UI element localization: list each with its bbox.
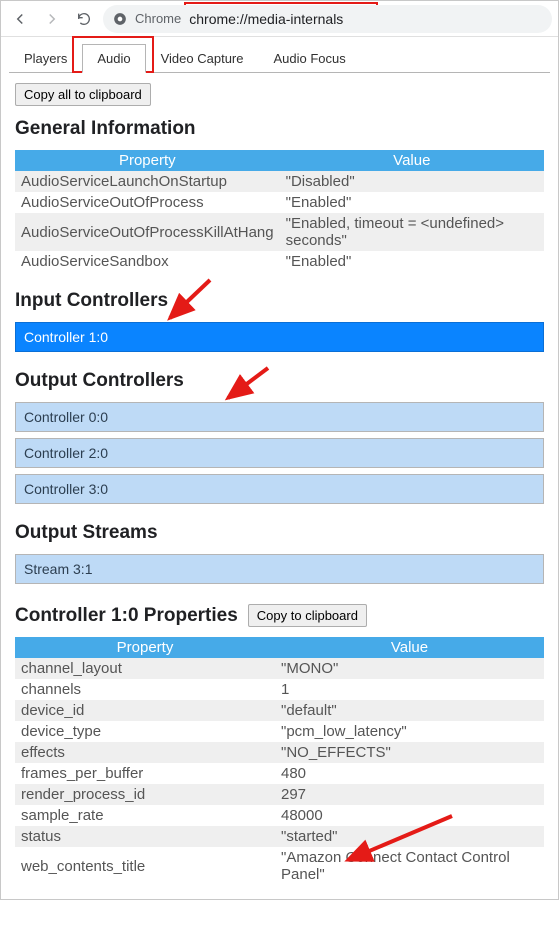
property-cell: frames_per_buffer bbox=[15, 763, 275, 784]
table-header-property: Property bbox=[15, 150, 280, 171]
property-cell: web_contents_title bbox=[15, 847, 275, 885]
table-row: channels1 bbox=[15, 679, 544, 700]
value-cell: 480 bbox=[275, 763, 544, 784]
value-cell: "default" bbox=[275, 700, 544, 721]
table-header-property: Property bbox=[15, 637, 275, 658]
output-controller-item[interactable]: Controller 0:0 bbox=[15, 402, 544, 432]
property-cell: AudioServiceOutOfProcess bbox=[15, 192, 280, 213]
table-row: sample_rate48000 bbox=[15, 805, 544, 826]
table-row: AudioServiceOutOfProcess"Enabled" bbox=[15, 192, 544, 213]
value-cell: 297 bbox=[275, 784, 544, 805]
property-cell: effects bbox=[15, 742, 275, 763]
property-cell: device_id bbox=[15, 700, 275, 721]
table-row: effects"NO_EFFECTS" bbox=[15, 742, 544, 763]
property-cell: channel_layout bbox=[15, 658, 275, 679]
property-cell: AudioServiceSandbox bbox=[15, 251, 280, 272]
table-row: AudioServiceSandbox"Enabled" bbox=[15, 251, 544, 272]
browser-chrome-bar: Chrome chrome://media-internals bbox=[1, 1, 558, 37]
forward-button[interactable] bbox=[39, 6, 65, 32]
value-cell: "Enabled" bbox=[280, 192, 544, 213]
chrome-icon bbox=[113, 12, 127, 26]
value-cell: 48000 bbox=[275, 805, 544, 826]
section-heading-general: General Information bbox=[15, 118, 544, 140]
property-cell: AudioServiceOutOfProcessKillAtHang bbox=[15, 213, 280, 251]
omnibox-origin-label: Chrome bbox=[135, 11, 181, 26]
table-row: channel_layout"MONO" bbox=[15, 658, 544, 679]
omnibox-url: chrome://media-internals bbox=[189, 11, 343, 27]
value-cell: "Enabled, timeout = <undefined> seconds" bbox=[280, 213, 544, 251]
input-controllers-list: Controller 1:0 bbox=[15, 322, 544, 352]
tabs-bar: PlayersAudioVideo CaptureAudio Focus bbox=[1, 37, 558, 72]
table-row: web_contents_title"Amazon Connect Contac… bbox=[15, 847, 544, 885]
tab-audio[interactable]: Audio bbox=[82, 44, 145, 73]
table-row: AudioServiceLaunchOnStartup"Disabled" bbox=[15, 171, 544, 192]
output-controller-item[interactable]: Controller 2:0 bbox=[15, 438, 544, 468]
section-heading-output-streams: Output Streams bbox=[15, 522, 544, 544]
content-area: Copy all to clipboard General Informatio… bbox=[1, 73, 558, 899]
property-cell: device_type bbox=[15, 721, 275, 742]
omnibox[interactable]: Chrome chrome://media-internals bbox=[103, 5, 552, 33]
general-info-table: Property Value AudioServiceLaunchOnStart… bbox=[15, 150, 544, 272]
details-heading-row: Controller 1:0 Properties Copy to clipbo… bbox=[15, 604, 544, 627]
table-row: device_type"pcm_low_latency" bbox=[15, 721, 544, 742]
property-cell: sample_rate bbox=[15, 805, 275, 826]
copy-all-button[interactable]: Copy all to clipboard bbox=[15, 83, 151, 106]
section-heading-output-controllers: Output Controllers bbox=[15, 370, 544, 392]
property-cell: AudioServiceLaunchOnStartup bbox=[15, 171, 280, 192]
value-cell: "Disabled" bbox=[280, 171, 544, 192]
value-cell: "MONO" bbox=[275, 658, 544, 679]
reload-button[interactable] bbox=[71, 6, 97, 32]
property-cell: status bbox=[15, 826, 275, 847]
property-cell: channels bbox=[15, 679, 275, 700]
input-controller-item[interactable]: Controller 1:0 bbox=[15, 322, 544, 352]
property-cell: render_process_id bbox=[15, 784, 275, 805]
value-cell: "Amazon Connect Contact Control Panel" bbox=[275, 847, 544, 885]
tab-players[interactable]: Players bbox=[9, 44, 82, 73]
section-heading-input-controllers: Input Controllers bbox=[15, 290, 544, 312]
value-cell: "NO_EFFECTS" bbox=[275, 742, 544, 763]
back-button[interactable] bbox=[7, 6, 33, 32]
table-header-value: Value bbox=[280, 150, 544, 171]
output-stream-item[interactable]: Stream 3:1 bbox=[15, 554, 544, 584]
output-controllers-list: Controller 0:0 Controller 2:0 Controller 3… bbox=[15, 402, 544, 504]
table-row: status"started" bbox=[15, 826, 544, 847]
output-streams-list: Stream 3:1 bbox=[15, 554, 544, 584]
table-row: device_id"default" bbox=[15, 700, 544, 721]
table-row: frames_per_buffer480 bbox=[15, 763, 544, 784]
copy-button[interactable]: Copy to clipboard bbox=[248, 604, 367, 627]
details-heading: Controller 1:0 Properties bbox=[15, 605, 238, 627]
value-cell: "started" bbox=[275, 826, 544, 847]
output-controller-item[interactable]: Controller 3:0 bbox=[15, 474, 544, 504]
table-row: AudioServiceOutOfProcessKillAtHang"Enabl… bbox=[15, 213, 544, 251]
value-cell: 1 bbox=[275, 679, 544, 700]
table-header-value: Value bbox=[275, 637, 544, 658]
table-row: render_process_id297 bbox=[15, 784, 544, 805]
value-cell: "pcm_low_latency" bbox=[275, 721, 544, 742]
tab-video-capture[interactable]: Video Capture bbox=[146, 44, 259, 73]
tab-audio-focus[interactable]: Audio Focus bbox=[258, 44, 360, 73]
details-table: Property Value channel_layout"MONO"chann… bbox=[15, 637, 544, 885]
value-cell: "Enabled" bbox=[280, 251, 544, 272]
